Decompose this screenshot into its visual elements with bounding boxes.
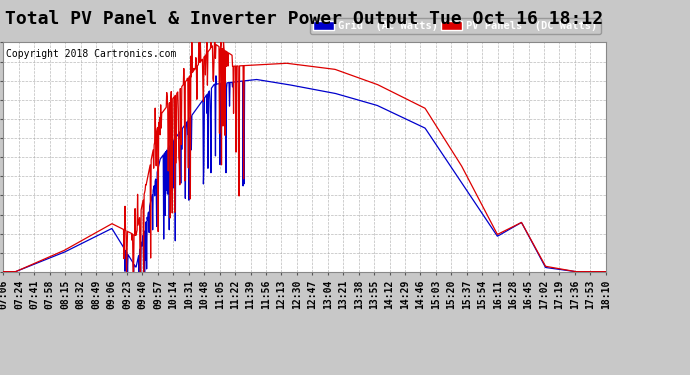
Text: Copyright 2018 Cartronics.com: Copyright 2018 Cartronics.com <box>6 49 177 59</box>
Legend: Grid  (AC Watts), PV Panels  (DC Watts): Grid (AC Watts), PV Panels (DC Watts) <box>310 18 600 34</box>
Text: Total PV Panel & Inverter Power Output Tue Oct 16 18:12: Total PV Panel & Inverter Power Output T… <box>5 10 602 28</box>
